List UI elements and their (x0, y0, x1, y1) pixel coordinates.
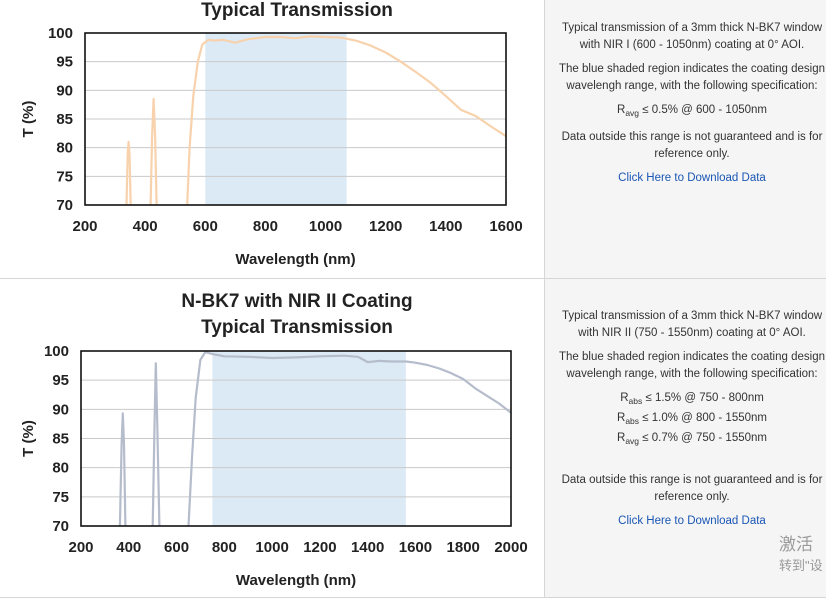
y-tick-label: 80 (56, 140, 73, 157)
activation-watermark: 激活 (779, 535, 813, 554)
spec-value: ≤ 0.5% @ 600 - 1050nm (642, 104, 767, 116)
x-tick-label: 1000 (309, 218, 342, 235)
x-tick-label: 800 (212, 539, 237, 556)
chart-row-2: 70 75 80 85 90 95 100 200 400 600 800 1000 1200 1400 1… (0, 279, 826, 598)
x-axis-label: Wavelength (nm) (236, 572, 356, 589)
y-tick-label: 100 (44, 343, 69, 360)
chart-panel-1: 70 75 80 85 90 95 100 200 400 600 800 1000 1200 1400 1… (0, 0, 545, 278)
x-tick-label: 1600 (399, 539, 432, 556)
x-tick-label: 1200 (369, 218, 402, 235)
x-tick-label: 400 (133, 218, 158, 235)
spec-subscript: abs (625, 416, 640, 426)
specification-list: Rabs ≤ 1.5% @ 750 - 800nm Rabs ≤ 1.0% @ … (559, 390, 825, 450)
x-tick-label: 400 (116, 539, 141, 556)
specification-line: Ravg ≤ 0.7% @ 750 - 1550nm (559, 430, 825, 450)
specification-list: Ravg ≤ 0.5% @ 600 - 1050nm (559, 102, 825, 122)
shaded-region-text: The blue shaded region indicates the coa… (559, 351, 825, 380)
y-tick-label: 75 (52, 489, 69, 506)
y-tick-label: 95 (52, 372, 69, 389)
description-text: Typical transmission of a 3mm thick N-BK… (561, 310, 823, 339)
x-tick-label: 600 (164, 539, 189, 556)
y-tick-label: 70 (52, 518, 69, 535)
disclaimer-text: Data outside this range is not guarantee… (561, 474, 823, 503)
y-axis-label: T (%) (20, 420, 37, 457)
y-tick-label: 85 (52, 431, 69, 448)
download-data-link[interactable]: Click Here to Download Data (618, 515, 766, 527)
y-axis-label: T (%) (20, 101, 37, 138)
series-line (187, 351, 511, 526)
x-tick-label: 200 (68, 539, 93, 556)
series-line (151, 362, 161, 526)
series-line (149, 97, 158, 205)
specification-line: Rabs ≤ 1.0% @ 800 - 1550nm (559, 410, 825, 430)
y-tick-label: 80 (52, 460, 69, 477)
chart-panel-2: 70 75 80 85 90 95 100 200 400 600 800 1000 1200 1400 1… (0, 279, 545, 597)
x-tick-label: 1000 (255, 539, 288, 556)
disclaimer-text: Data outside this range is not guarantee… (561, 131, 823, 160)
chart-title: Typical Transmission (201, 317, 393, 338)
chart-title: Typical Transmission (201, 0, 393, 21)
spec-symbol: R (617, 412, 626, 424)
description-block-1: Typical transmission of a 3mm thick N-BK… (559, 20, 825, 194)
description-text: Typical transmission of a 3mm thick N-BK… (561, 22, 823, 51)
specification-line: Ravg ≤ 0.5% @ 600 - 1050nm (559, 102, 825, 122)
x-tick-label: 600 (193, 218, 218, 235)
plot-frame (84, 32, 507, 206)
spec-symbol: R (617, 432, 626, 444)
x-tick-label: 2000 (494, 539, 527, 556)
x-tick-label: 1600 (489, 218, 522, 235)
chart-title: N-BK7 with NIR II Coating (181, 291, 412, 312)
y-tick-label: 90 (56, 82, 73, 99)
spec-subscript: avg (625, 436, 640, 446)
spec-value: ≤ 0.7% @ 750 - 1550nm (642, 432, 767, 444)
plot-frame (80, 350, 512, 527)
shaded-region-text: The blue shaded region indicates the coa… (559, 63, 825, 92)
x-tick-label: 1400 (351, 539, 384, 556)
description-block-2: Typical transmission of a 3mm thick N-BK… (559, 308, 825, 537)
y-tick-label: 90 (52, 401, 69, 418)
spec-subscript: avg (625, 108, 640, 118)
x-tick-label: 1200 (303, 539, 336, 556)
download-data-link[interactable]: Click Here to Download Data (618, 172, 766, 184)
y-tick-label: 95 (56, 54, 73, 71)
y-tick-label: 70 (56, 197, 73, 214)
spec-value: ≤ 1.5% @ 750 - 800nm (645, 392, 764, 404)
series-line (186, 35, 506, 205)
spec-value: ≤ 1.0% @ 800 - 1550nm (642, 412, 767, 424)
chart-1-svg: 70 75 80 85 90 95 100 200 400 600 800 1000 1200 1400 1… (20, 0, 523, 268)
y-tick-label: 100 (48, 25, 73, 42)
x-tick-label: 1800 (447, 539, 480, 556)
x-tick-label: 800 (253, 218, 278, 235)
activation-watermark-sub: 转到"设 (779, 558, 823, 573)
x-axis-label: Wavelength (nm) (235, 251, 355, 268)
chart-row-1: 70 75 80 85 90 95 100 200 400 600 800 1000 1200 1400 1… (0, 0, 826, 279)
series-line (125, 140, 132, 205)
spec-subscript: abs (628, 396, 643, 406)
y-tick-label: 85 (56, 111, 73, 128)
y-tick-label: 75 (56, 168, 73, 185)
spec-symbol: R (617, 104, 626, 116)
spec-symbol: R (620, 392, 629, 404)
description-panel-2: Typical transmission of a 3mm thick N-BK… (545, 279, 826, 597)
description-panel-1: Typical transmission of a 3mm thick N-BK… (545, 0, 826, 278)
specification-line: Rabs ≤ 1.5% @ 750 - 800nm (559, 390, 825, 410)
x-tick-label: 200 (72, 218, 97, 235)
chart-2-svg: 70 75 80 85 90 95 100 200 400 600 800 1000 1200 1400 1… (20, 291, 528, 589)
x-tick-label: 1400 (429, 218, 462, 235)
series-line (118, 412, 127, 526)
